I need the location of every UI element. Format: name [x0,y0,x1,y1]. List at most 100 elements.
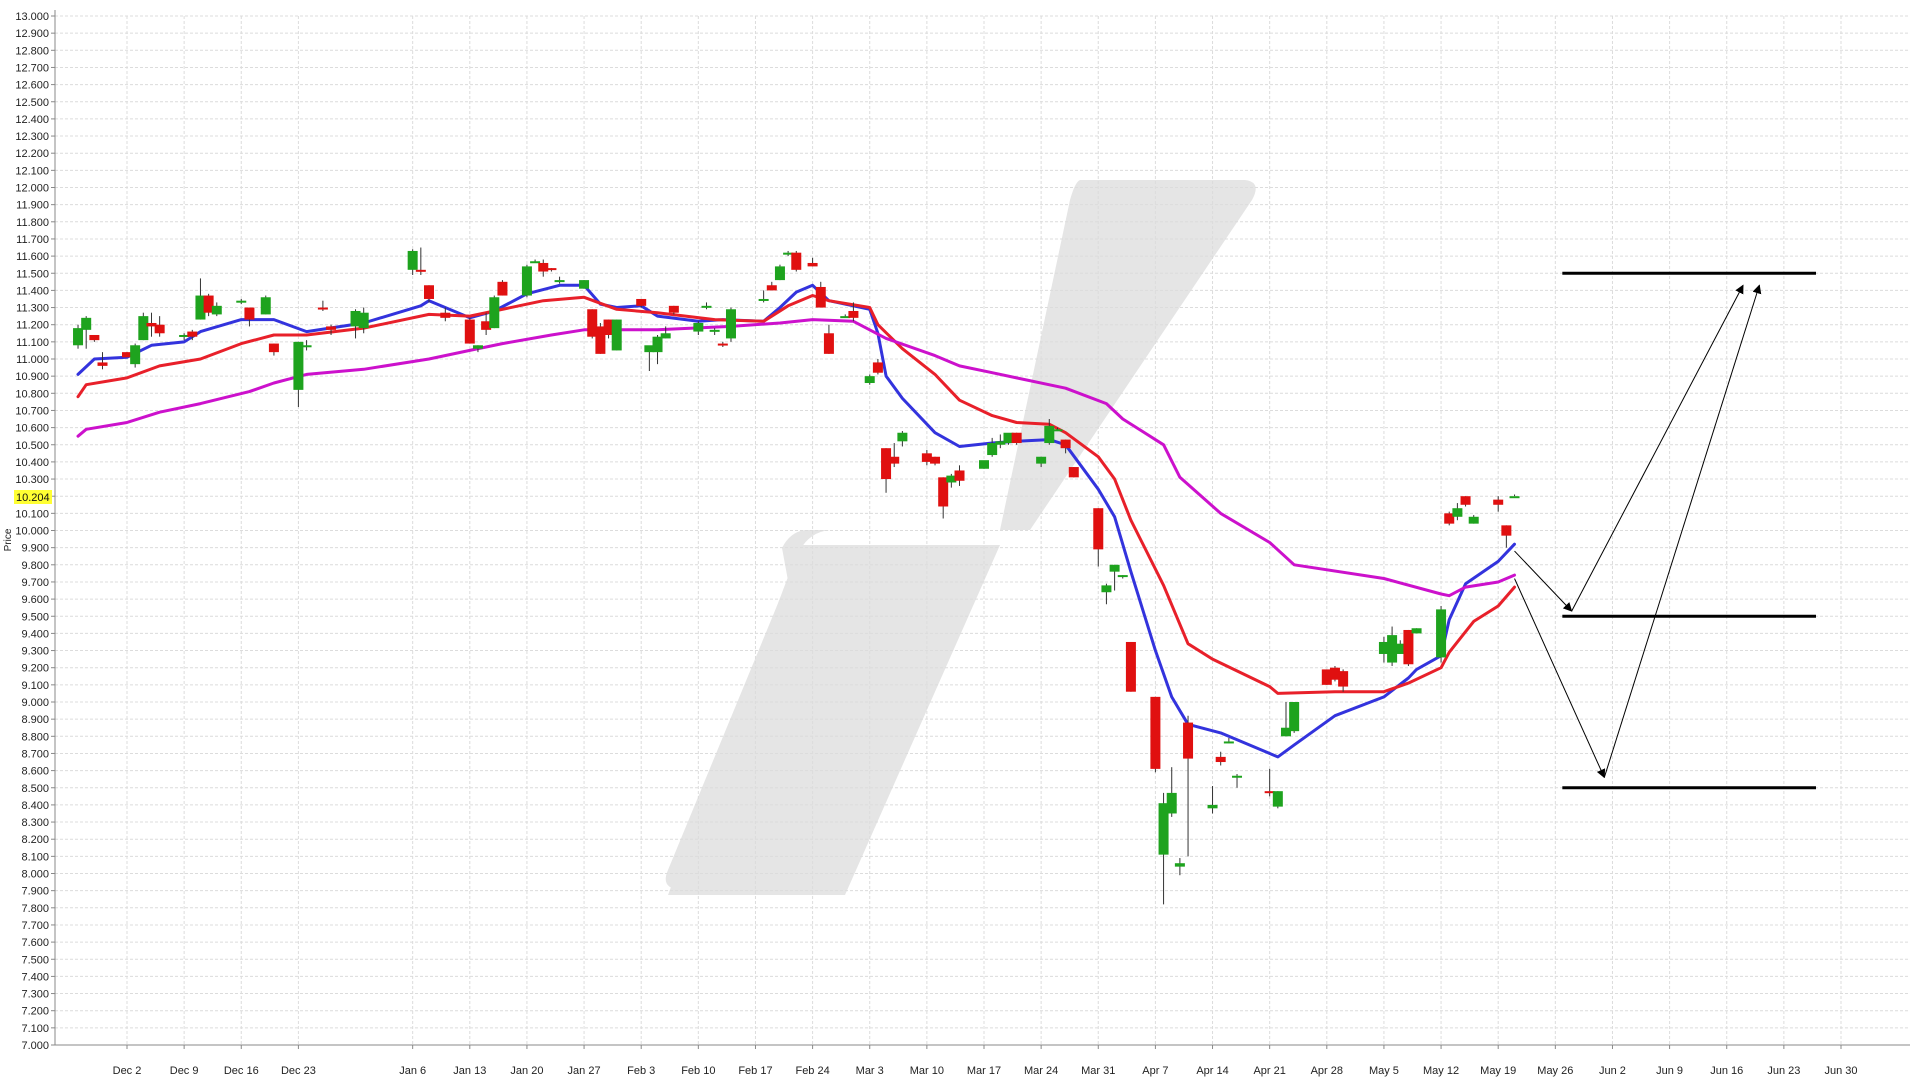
y-tick-label: 8.200 [21,834,49,846]
candle [1223,738,1234,744]
y-tick-label: 7.100 [21,1023,49,1035]
candle-body-down [1011,432,1022,444]
x-tick-label: Feb 10 [681,1065,715,1077]
candle [693,321,704,335]
y-tick-label: 11.200 [16,320,49,332]
candle-body-down [815,286,826,308]
candle-body-up [1223,741,1234,744]
x-tick-label: Apr 21 [1253,1065,1285,1077]
y-tick-label: 9.900 [21,543,49,555]
candle [179,333,190,341]
candle-body-up [81,317,92,330]
candle [1395,640,1406,654]
candle-body-down [848,310,859,318]
candle-body-up [530,261,541,264]
x-tick-label: Jun 9 [1656,1065,1683,1077]
y-tick-label: 11.900 [16,200,49,212]
candle [1093,508,1104,567]
candle-body-up [979,460,989,469]
candle-body-up [995,441,1006,445]
candle [938,477,949,519]
candle [1501,525,1512,548]
candle [481,312,492,335]
candle-body-up [1101,585,1112,593]
candle-body-down [1329,667,1340,680]
candle-body-up [195,295,206,320]
candle-body-up [407,250,418,270]
y-tick-label: 7.000 [21,1040,49,1052]
y-tick-label: 10.300 [15,474,49,486]
x-tick-label: Dec 23 [281,1065,316,1077]
candle-body-down [1321,669,1332,685]
candle [497,280,508,296]
y-tick-label: 10.000 [15,526,49,538]
x-tick-label: Dec 2 [113,1065,142,1077]
candle [709,328,720,335]
candle-body-up [1044,425,1055,444]
y-tick-label: 8.000 [21,869,49,881]
candle [954,465,965,486]
candle-body-up [774,266,785,281]
y-tick-label: 9.100 [21,680,49,692]
candle [701,302,712,310]
candle-body-down [203,295,214,313]
candle [1460,496,1471,507]
x-tick-label: Jan 6 [399,1065,426,1077]
x-tick-label: Mar 3 [856,1065,884,1077]
x-tick-label: Feb 3 [627,1065,655,1077]
x-tick-label: Apr 14 [1196,1065,1228,1077]
candle-body-up [1166,792,1177,814]
y-tick-label: 10.700 [15,405,49,417]
candle [260,295,271,315]
candle-body-up [358,312,369,329]
candle [244,307,255,327]
y-tick-label: 7.300 [21,989,49,1001]
candle [546,268,557,272]
candle-body-up [1378,641,1389,654]
candle [848,302,859,322]
candle-body-down [244,307,255,320]
candle [758,290,769,303]
candle [97,352,108,370]
y-tick-label: 10.600 [15,423,49,435]
candle [1125,641,1136,692]
candle-body-up [709,329,720,332]
candle [154,316,165,337]
y-tick-label: 12.700 [15,62,49,74]
candle [1289,702,1300,733]
candle-body-down [881,448,892,480]
candle [122,352,132,358]
candle [415,247,426,275]
y-tick-label: 10.100 [15,508,49,520]
x-tick-label: Mar 17 [967,1065,1001,1077]
candle-body-up [1232,775,1243,778]
candle [1068,467,1079,478]
candle [1207,786,1218,814]
y-tick-label: 8.300 [21,817,49,829]
x-tick-label: Mar 10 [910,1065,944,1077]
candle-body-up [1452,508,1463,517]
candle [587,309,598,339]
y-tick-label: 12.000 [15,183,49,195]
candle-body-up [1207,804,1218,809]
candle-body-up [758,298,769,301]
candle-body-up [1117,575,1128,578]
y-tick-label: 11.700 [16,234,49,246]
candle-body-up [1158,803,1169,855]
candle [1452,503,1463,521]
candle [930,456,941,466]
candle [774,264,785,281]
y-tick-label: 8.900 [21,714,49,726]
candle [1329,665,1340,682]
x-tick-label: Jan 20 [510,1065,543,1077]
candle-body-down [497,281,508,296]
candle [1044,419,1055,445]
x-tick-label: Dec 9 [170,1065,199,1077]
candle [326,324,337,335]
x-tick-label: May 5 [1369,1065,1399,1077]
candle [644,345,655,372]
candle-body-up [1411,628,1422,634]
candle [187,329,198,341]
candle [1509,494,1520,499]
candle [815,281,826,308]
